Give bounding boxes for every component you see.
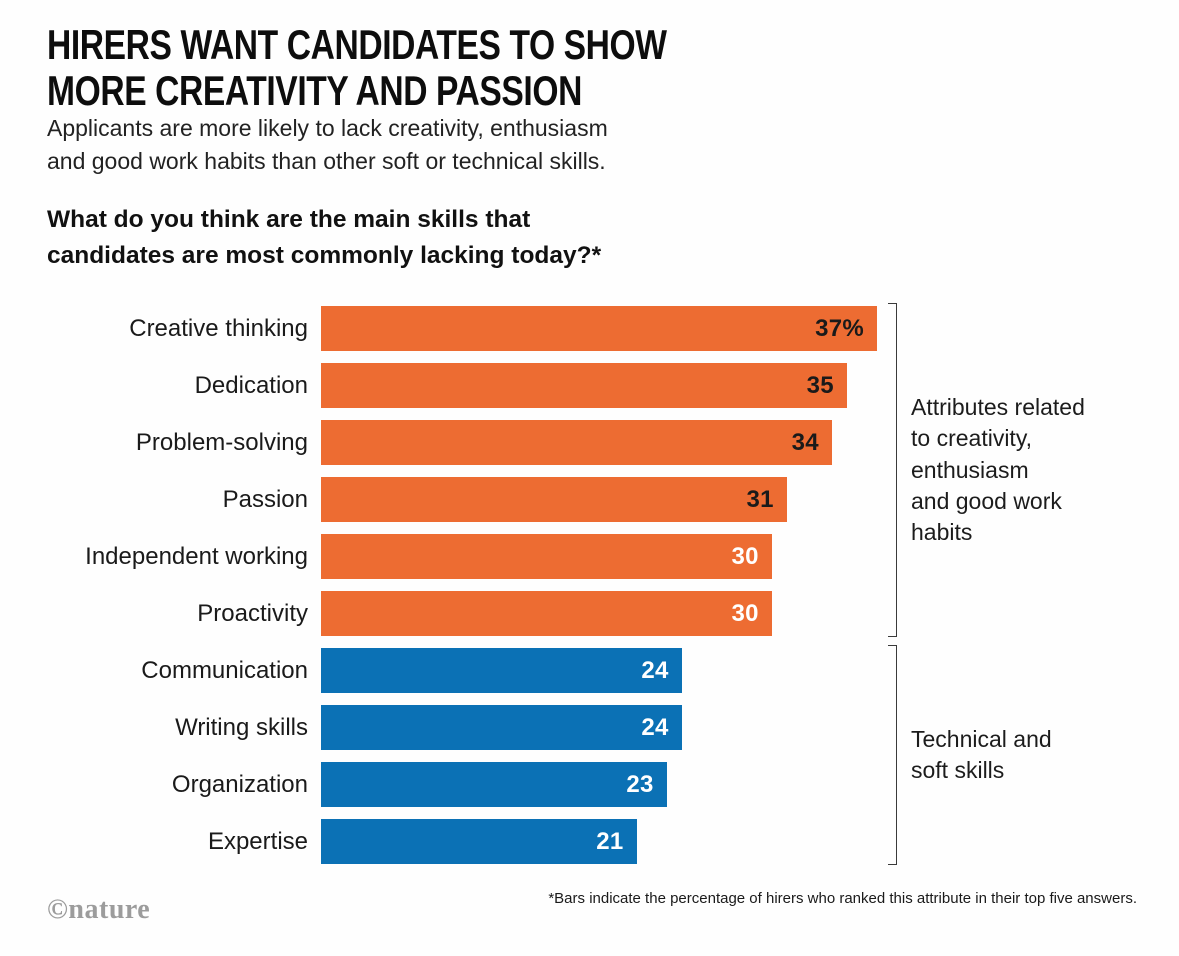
value-label: 34: [791, 428, 819, 456]
bar-dedication: 35: [321, 363, 847, 408]
bar-track: 21: [321, 819, 877, 864]
footnote: *Bars indicate the percentage of hirers …: [548, 890, 1137, 907]
category-label: Proactivity: [197, 599, 308, 627]
annotation-technical-group: Technical and soft skills: [911, 726, 1052, 784]
bar-communication: 24: [321, 648, 682, 693]
value-label: 21: [596, 827, 624, 855]
category-label: Communication: [141, 656, 308, 684]
bar-track: 23: [321, 762, 877, 807]
bar-track: 24: [321, 648, 877, 693]
nature-logo: ©nature: [47, 894, 151, 925]
subtitle: Applicants are more likely to lack creat…: [47, 115, 608, 174]
bar-row: Independent working 30: [47, 528, 877, 585]
bar-track: 37%: [321, 306, 877, 351]
category-label: Expertise: [207, 827, 308, 855]
category-label: Independent working: [85, 542, 308, 570]
category-label: Problem-solving: [135, 428, 308, 456]
value-label: 35: [806, 371, 834, 399]
bar-expertise: 21: [321, 819, 637, 864]
bar-creative-thinking: 37%: [321, 306, 877, 351]
bracket-creativity-group: [888, 303, 897, 637]
bar-track: 31: [321, 477, 877, 522]
value-label: 31: [746, 485, 774, 513]
bar-chart: Creative thinking 37% Dedication 35 Problem-…: [47, 300, 877, 870]
value-label: 30: [731, 599, 759, 627]
category-label: Passion: [222, 485, 308, 513]
bar-row: Organization 23: [47, 756, 877, 813]
bracket-technical-group: [888, 645, 897, 865]
bar-track: 24: [321, 705, 877, 750]
bar-row: Writing skills 24: [47, 699, 877, 756]
value-label: 24: [641, 713, 669, 741]
bar-track: 35: [321, 363, 877, 408]
chart-question: What do you think are the main skills th…: [47, 206, 602, 269]
bar-organization: 23: [321, 762, 667, 807]
value-label: 24: [641, 656, 669, 684]
bar-problem-solving: 34: [321, 420, 832, 465]
category-label: Organization: [171, 770, 308, 798]
category-label: Writing skills: [175, 713, 308, 741]
value-label: 30: [731, 542, 759, 570]
annotation-creativity-group: Attributes related to creativity, enthus…: [911, 394, 1085, 546]
bar-writing-skills: 24: [321, 705, 682, 750]
bar-row: Proactivity 30: [47, 585, 877, 642]
category-label: Dedication: [194, 371, 308, 399]
value-label: 23: [626, 770, 654, 798]
value-label: 37%: [815, 314, 864, 342]
bar-proactivity: 30: [321, 591, 772, 636]
bar-row: Problem-solving 34: [47, 414, 877, 471]
bar-track: 30: [321, 591, 877, 636]
bar-passion: 31: [321, 477, 787, 522]
bar-row: Dedication 35: [47, 357, 877, 414]
bar-row: Creative thinking 37%: [47, 300, 877, 357]
bar-track: 30: [321, 534, 877, 579]
bar-row: Passion 31: [47, 471, 877, 528]
bar-row: Expertise 21: [47, 813, 877, 870]
page-title: HIRERS WANT CANDIDATES TO SHOW MORE CREA…: [47, 21, 667, 115]
category-label: Creative thinking: [129, 314, 308, 342]
bar-row: Communication 24: [47, 642, 877, 699]
bar-track: 34: [321, 420, 877, 465]
bar-independent-working: 30: [321, 534, 772, 579]
